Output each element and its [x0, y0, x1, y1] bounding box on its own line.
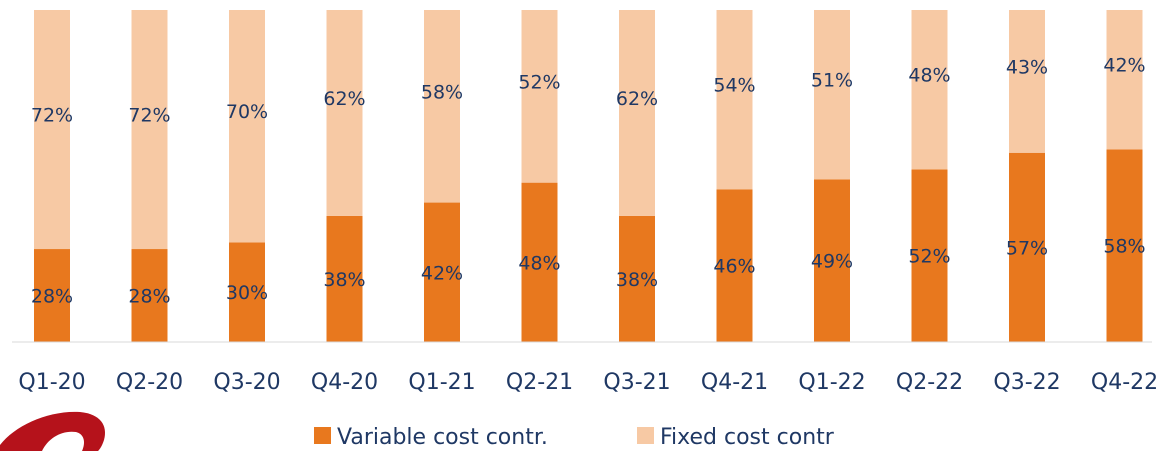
x-tick-label-Q2-22: Q2-22 [896, 370, 963, 395]
data-label-variable-Q1-22: 49% [811, 251, 853, 273]
bar-fixed-Q4-22 [1106, 10, 1143, 150]
data-label-fixed-Q1-21: 58% [421, 81, 463, 103]
data-label-fixed-Q3-21: 62% [616, 88, 658, 110]
x-tick-label-Q4-21: Q4-21 [701, 370, 768, 395]
data-label-variable-Q4-22: 58% [1103, 236, 1145, 258]
data-label-variable-Q2-22: 52% [908, 246, 950, 268]
bar-variable-Q1-20 [34, 249, 70, 342]
data-label-variable-Q4-20: 38% [323, 269, 365, 291]
bar-fixed-Q1-22 [814, 10, 850, 180]
bar-fixed-Q2-21 [521, 10, 558, 183]
bar-fixed-Q2-22 [911, 10, 948, 170]
x-tick-label-Q3-20: Q3-20 [213, 370, 280, 395]
data-label-variable-Q1-21: 42% [421, 262, 463, 284]
legend-swatch-fixed [637, 427, 654, 444]
legend: Variable cost contr. Fixed cost contr [314, 425, 835, 450]
bar-variable-Q4-22 [1106, 149, 1143, 342]
bar-fixed-Q1-21 [424, 10, 460, 203]
data-label-fixed-Q2-20: 72% [128, 105, 170, 127]
data-label-fixed-Q4-22: 42% [1103, 55, 1145, 77]
x-tick-label-Q3-21: Q3-21 [603, 370, 670, 395]
data-label-variable-Q3-22: 57% [1006, 237, 1048, 259]
data-label-fixed-Q1-22: 51% [811, 70, 853, 92]
bar-variable-Q1-21 [424, 202, 460, 342]
data-label-variable-Q2-20: 28% [128, 286, 170, 308]
data-label-fixed-Q2-21: 52% [518, 71, 560, 93]
x-tick-label-Q1-22: Q1-22 [798, 370, 865, 395]
data-label-fixed-Q3-20: 70% [226, 101, 268, 123]
data-label-fixed-Q2-22: 48% [908, 65, 950, 87]
data-label-variable-Q3-21: 38% [616, 269, 658, 291]
company-logo-icon [0, 411, 105, 451]
x-tick-label-Q4-22: Q4-22 [1091, 370, 1158, 395]
bars-layer [34, 10, 1143, 342]
bar-variable-Q1-22 [814, 179, 850, 342]
bar-fixed-Q4-21 [716, 10, 753, 190]
bar-fixed-Q4-20 [326, 10, 363, 216]
bar-variable-Q3-21 [619, 215, 655, 342]
data-label-fixed-Q1-20: 72% [31, 105, 73, 127]
data-label-fixed-Q4-21: 54% [713, 75, 755, 97]
x-tick-label-Q1-21: Q1-21 [408, 370, 475, 395]
data-label-variable-Q2-21: 48% [518, 252, 560, 274]
data-label-variable-Q3-20: 30% [226, 282, 268, 304]
legend-label-fixed: Fixed cost contr [660, 425, 835, 450]
bar-variable-Q2-22 [911, 169, 948, 342]
data-labels-layer: 28% 72% 28% 72% 30% 70% 38% 62% 42% 58% 48% 52% 38% 6… [31, 55, 1146, 308]
bar-fixed-Q3-21 [619, 10, 655, 216]
bar-fixed-Q1-20 [34, 10, 70, 250]
data-label-fixed-Q4-20: 62% [323, 88, 365, 110]
bar-fixed-Q3-22 [1009, 10, 1045, 153]
bar-variable-Q3-22 [1009, 152, 1045, 342]
bar-variable-Q4-21 [716, 189, 753, 342]
data-label-variable-Q4-21: 46% [713, 256, 755, 278]
legend-label-variable: Variable cost contr. [337, 425, 548, 450]
data-label-fixed-Q3-22: 43% [1006, 56, 1048, 78]
bar-variable-Q2-21 [521, 182, 558, 342]
data-label-variable-Q1-20: 28% [31, 286, 73, 308]
bar-fixed-Q3-20 [229, 10, 265, 243]
x-tick-label-Q1-20: Q1-20 [18, 370, 85, 395]
bar-fixed-Q2-20 [131, 10, 168, 250]
x-tick-label-Q2-21: Q2-21 [506, 370, 573, 395]
legend-swatch-variable [314, 427, 331, 444]
bar-variable-Q2-20 [131, 249, 168, 342]
x-axis-tick-labels: Q1-20 Q2-20 Q3-20 Q4-20 Q1-21 Q2-21 Q3-21 Q4-21… [18, 370, 1158, 395]
x-tick-label-Q4-20: Q4-20 [311, 370, 378, 395]
bar-variable-Q4-20 [326, 215, 363, 342]
bar-variable-Q3-20 [229, 242, 265, 342]
x-tick-label-Q3-22: Q3-22 [993, 370, 1060, 395]
x-tick-label-Q2-20: Q2-20 [116, 370, 183, 395]
